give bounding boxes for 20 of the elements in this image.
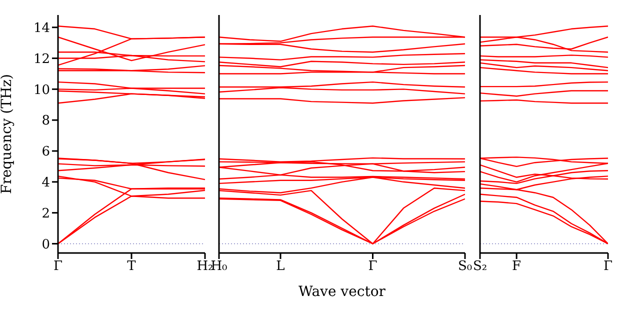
y-tick-label: 2 [42,206,50,222]
y-tick-label: 14 [33,20,50,36]
x-tick-label: Γ [368,259,378,274]
x-tick-label: F [512,259,522,274]
y-tick-label: 6 [42,144,50,160]
y-tick-label: 12 [33,52,50,67]
x-tick-label: T [127,259,136,274]
x-tick-label: Γ [53,259,63,274]
x-tick-label: Γ [603,259,613,274]
y-tick-label: 0 [42,237,50,252]
x-tick-label: H₀ [210,259,228,274]
y-axis-title: Frequency (THz) [0,74,15,194]
x-tick-label: S₀ [458,259,472,274]
y-tick-label: 4 [42,176,50,191]
y-tick-label: 8 [42,114,50,129]
y-tick-label: 10 [33,82,50,98]
x-axis-title: Wave vector [298,284,386,300]
x-tick-label: H₂ [196,259,214,274]
x-tick-label: S₂ [472,259,488,274]
x-tick-label: L [276,259,286,274]
